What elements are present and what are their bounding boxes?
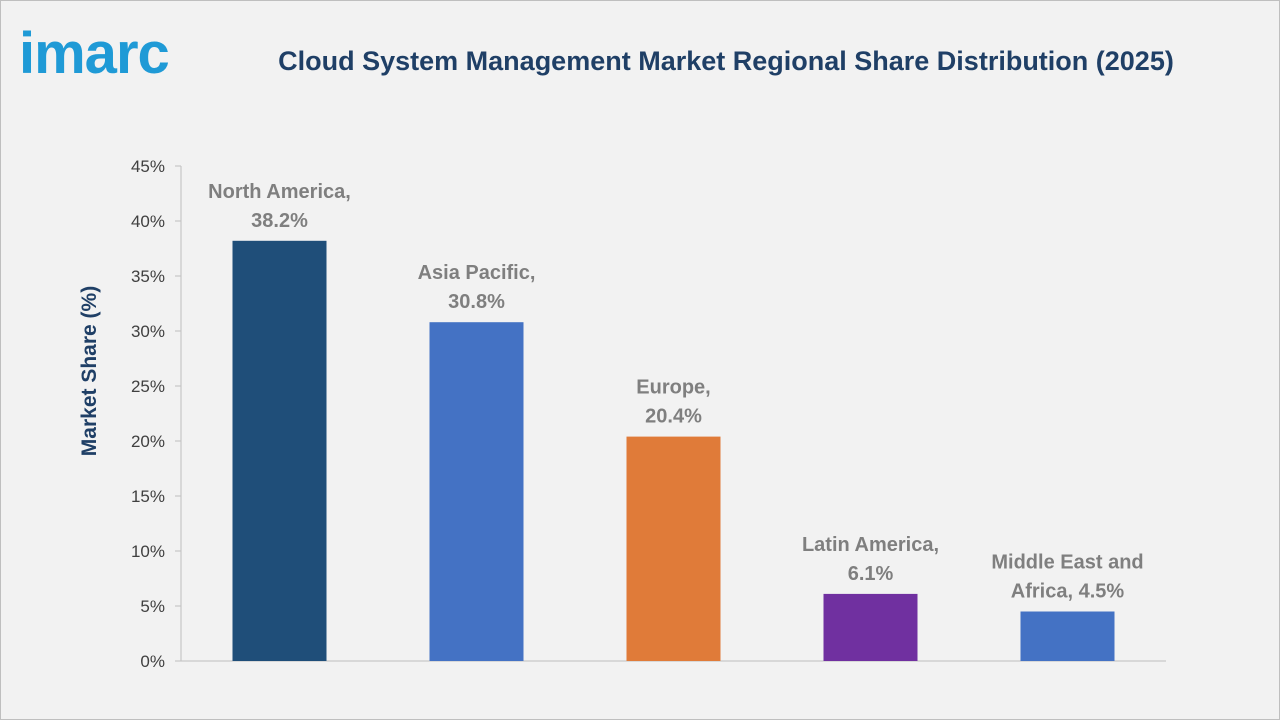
y-tick-label: 30% <box>131 322 165 341</box>
axes: 0% 5% 10% 15% 20% 25% 30% 35% 40% 45% <box>131 157 1166 671</box>
data-label-line: 6.1% <box>848 563 894 585</box>
bar <box>1020 611 1115 661</box>
data-label-line: 38.2% <box>251 210 308 232</box>
bar <box>429 322 524 661</box>
data-label-line: North America, <box>208 181 351 203</box>
y-tick-label: 0% <box>140 652 165 671</box>
y-tick-label: 40% <box>131 212 165 231</box>
imarc-logo: imarc <box>19 21 170 85</box>
data-label-line: Europe, <box>636 377 710 399</box>
y-tick-label: 15% <box>131 487 165 506</box>
y-tick-label: 45% <box>131 157 165 176</box>
chart-title: Cloud System Management Market Regional … <box>278 46 1174 76</box>
data-label-line: Latin America, <box>802 534 939 556</box>
y-tick-label: 5% <box>140 597 165 616</box>
bar <box>232 240 327 662</box>
data-label: Asia Pacific, 30.8% <box>418 262 536 313</box>
data-label: North America, 38.2% <box>208 181 351 232</box>
data-label-line: 20.4% <box>645 406 702 428</box>
bar <box>823 593 918 661</box>
y-tick-label: 35% <box>131 267 165 286</box>
data-label: Latin America, 6.1% <box>802 534 939 585</box>
data-label-line: Middle East and <box>991 552 1143 574</box>
bar <box>626 436 721 661</box>
data-labels: North America, 38.2% Asia Pacific, 30.8% Eur… <box>208 181 1143 603</box>
data-label-line: Africa, 4.5% <box>1011 581 1125 603</box>
data-label: Europe, 20.4% <box>636 377 710 428</box>
data-label-line: Asia Pacific, <box>418 262 536 284</box>
y-tick-label: 20% <box>131 432 165 451</box>
y-tick-label: 10% <box>131 542 165 561</box>
data-label: Middle East and Africa, 4.5% <box>991 552 1143 603</box>
y-tick-label: 25% <box>131 377 165 396</box>
bars <box>232 240 1115 662</box>
data-label-line: 30.8% <box>448 291 505 313</box>
imarc-logo-text: imarc <box>19 21 169 85</box>
